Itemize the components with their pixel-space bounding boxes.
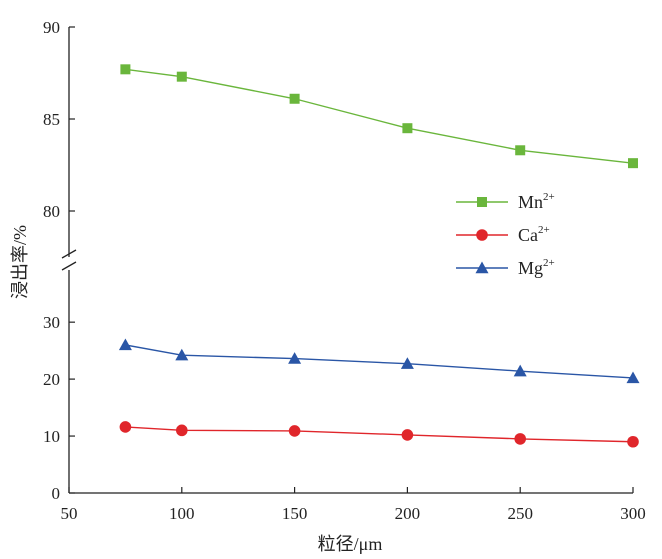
legend-marker (477, 197, 487, 207)
y-tick-label: 90 (43, 18, 60, 37)
legend: Mn2+ Ca2+ Mg2+ (456, 191, 555, 278)
series-ca (119, 421, 639, 448)
y-tick-label: 10 (43, 427, 60, 446)
legend-label: Mg2+ (518, 257, 555, 278)
x-tick-label: 100 (169, 504, 195, 523)
legend-item-ca: Ca2+ (456, 224, 550, 245)
data-point-mn (515, 145, 526, 156)
data-point-mn (120, 64, 131, 75)
data-point-mn (289, 93, 300, 104)
x-axis-title: 粒径/μm (318, 534, 383, 554)
y-tick-label: 80 (43, 202, 60, 221)
data-point-mg (513, 364, 527, 377)
legend-item-mg: Mg2+ (456, 257, 555, 278)
data-point-ca (514, 433, 526, 445)
x-tick-label: 200 (395, 504, 421, 523)
data-point-ca (176, 424, 188, 437)
series-line-mg (125, 344, 634, 379)
y-tick-label: 30 (43, 313, 60, 332)
x-tick-label: 250 (507, 504, 533, 523)
x-tick-label: 150 (282, 504, 308, 523)
legend-label: Ca2+ (518, 224, 550, 245)
data-point-mg (400, 357, 414, 369)
legend-marker (476, 229, 488, 241)
y-axis-break-mark (61, 249, 77, 259)
series-layer (118, 64, 640, 448)
series-line-mn (125, 68, 634, 164)
data-point-mg (175, 348, 189, 361)
y-axis-break-mark (61, 261, 77, 271)
data-point-mn (628, 158, 638, 169)
data-point-mn (176, 71, 187, 82)
data-point-ca (288, 425, 301, 437)
data-point-mg (118, 338, 132, 351)
legend-label: Mn2+ (518, 191, 555, 212)
data-point-ca (119, 421, 132, 433)
data-point-ca (627, 435, 639, 448)
series-line-ca (125, 426, 634, 443)
axes: 50 100 150 200 250 300 80 85 90 0 10 20 30 (43, 18, 646, 523)
series-mn (120, 64, 638, 169)
x-tick-label: 300 (620, 504, 646, 523)
legend-item-mn: Mn2+ (456, 191, 555, 212)
y-tick-label: 0 (52, 484, 61, 503)
data-point-mg (288, 352, 302, 364)
y-tick-label: 20 (43, 370, 60, 389)
data-point-mg (626, 371, 640, 384)
legend-marker (475, 261, 489, 274)
data-point-mn (402, 123, 413, 134)
y-tick-label: 85 (43, 110, 60, 129)
data-point-ca (401, 429, 414, 441)
x-tick-label: 50 (61, 504, 78, 523)
series-mg (118, 338, 640, 384)
y-axis-title: 浸出率/% (10, 225, 30, 299)
